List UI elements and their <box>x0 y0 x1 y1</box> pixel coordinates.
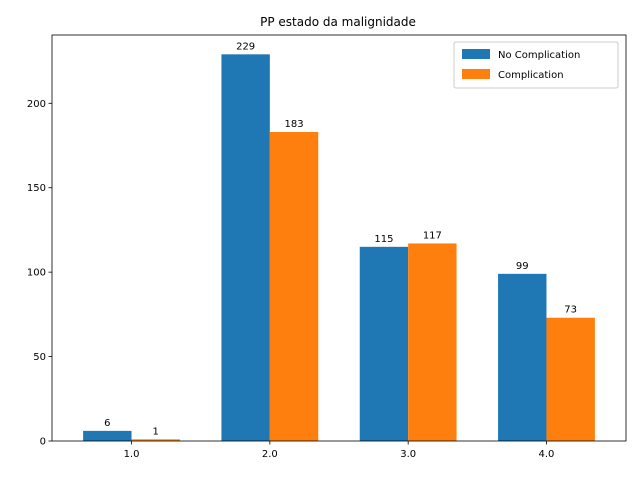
bar-value-label: 6 <box>104 418 110 429</box>
x-tick-label: 4.0 <box>539 449 555 460</box>
y-tick-label: 100 <box>27 268 46 279</box>
bar-value-label: 99 <box>516 261 529 272</box>
legend-box <box>453 41 619 89</box>
legend-swatch <box>462 49 490 59</box>
bar-no-complication-3.0 <box>359 246 409 441</box>
legend-swatch <box>462 69 490 79</box>
bar-value-label: 1 <box>153 426 159 437</box>
legend: No Complication Complication <box>453 41 619 89</box>
y-tick-label: 150 <box>27 183 46 194</box>
chart-title: PP estado da malignidade <box>260 15 416 29</box>
x-tick-label: 1.0 <box>124 449 140 460</box>
y-tick-label: 200 <box>27 99 46 110</box>
x-tick-label: 3.0 <box>400 449 416 460</box>
bar-complication-2.0 <box>269 132 319 441</box>
bar-value-label: 229 <box>236 41 255 52</box>
y-tick-label: 50 <box>33 352 46 363</box>
y-tick-label: 0 <box>40 437 46 448</box>
bar-no-complication-4.0 <box>498 273 547 441</box>
bar-value-label: 117 <box>423 230 442 241</box>
axes-frame <box>51 34 627 442</box>
x-tick-label: 2.0 <box>262 449 278 460</box>
plot-area: 6 229 115 99 1 183 117 73 1.0 2.0 3.0 4.0 0 50 100 150 2… <box>27 34 627 460</box>
bar-value-label: 73 <box>564 305 577 316</box>
bar-no-complication-2.0 <box>221 54 270 441</box>
bar-no-complication-1.0 <box>83 430 132 441</box>
legend-label: No Complication <box>498 50 580 61</box>
legend-label: Complication <box>498 70 564 81</box>
bar-complication-1.0 <box>131 439 180 441</box>
bar-complication-4.0 <box>546 317 595 441</box>
bar-value-label: 183 <box>285 119 304 130</box>
bar-value-label: 115 <box>374 234 393 245</box>
bar-complication-3.0 <box>408 243 457 441</box>
